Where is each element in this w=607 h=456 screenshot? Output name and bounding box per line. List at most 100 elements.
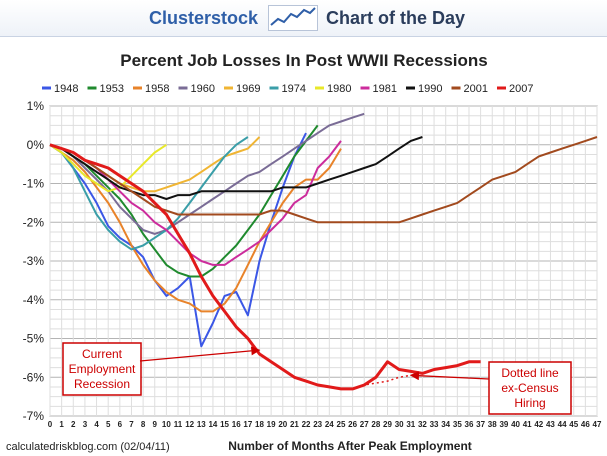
callout-arrow-dotted bbox=[409, 371, 490, 381]
legend-entry: 2001 bbox=[464, 83, 488, 95]
x-tick-label: 25 bbox=[337, 420, 346, 429]
x-tick-label: 24 bbox=[325, 420, 334, 429]
x-tick-label: 29 bbox=[383, 420, 392, 429]
y-tick-label: 1% bbox=[27, 99, 45, 113]
line-chart: Percent Job Losses In Post WWII Recessio… bbox=[6, 51, 602, 453]
callout-text: Hiring bbox=[514, 396, 545, 410]
callout-text: ex-Census bbox=[501, 381, 558, 395]
series-line-1953 bbox=[49, 124, 319, 278]
x-tick-label: 28 bbox=[371, 420, 380, 429]
x-tick-label: 41 bbox=[523, 420, 532, 429]
chart-title: Percent Job Losses In Post WWII Recessio… bbox=[120, 51, 488, 70]
callout-box-dotted bbox=[488, 361, 572, 415]
y-tick-label: -4% bbox=[23, 293, 45, 307]
series-line-1990 bbox=[49, 136, 423, 200]
legend-entry: 1953 bbox=[100, 83, 124, 95]
tagline: Chart of the Day bbox=[326, 8, 466, 28]
banner: Clusterstock Chart of the Day bbox=[0, 0, 607, 37]
x-tick-label: 6 bbox=[118, 420, 123, 429]
source-credit: calculatedriskblog.com (02/04/11) bbox=[6, 441, 170, 453]
x-tick-label: 1 bbox=[59, 420, 64, 429]
x-tick-label: 16 bbox=[232, 420, 241, 429]
x-tick-label: 35 bbox=[453, 420, 462, 429]
x-tick-label: 20 bbox=[278, 420, 287, 429]
legend-entry: 1990 bbox=[418, 83, 442, 95]
x-tick-label: 45 bbox=[569, 420, 578, 429]
y-tick-label: -6% bbox=[23, 370, 45, 384]
series-line-1974 bbox=[49, 136, 249, 251]
x-tick-label: 42 bbox=[534, 420, 543, 429]
x-tick-label: 19 bbox=[267, 420, 276, 429]
callout-box-current bbox=[62, 342, 142, 396]
y-tick-label: -1% bbox=[23, 177, 45, 191]
x-tick-label: 33 bbox=[430, 420, 439, 429]
x-tick-label: 0 bbox=[48, 420, 53, 429]
x-tick-label: 7 bbox=[129, 420, 134, 429]
legend: 1948 1953 1958 1960 1969 1974 1980 1981 1990 2001… bbox=[42, 83, 533, 95]
x-tick-label: 39 bbox=[499, 420, 508, 429]
x-tick-label: 32 bbox=[418, 420, 427, 429]
legend-entry: 1969 bbox=[236, 83, 260, 95]
callout-text: Dotted line bbox=[501, 366, 559, 380]
x-tick-label: 38 bbox=[488, 420, 497, 429]
legend-entry: 1974 bbox=[282, 83, 306, 95]
x-tick-label: 18 bbox=[255, 420, 264, 429]
legend-entry: 1958 bbox=[145, 83, 169, 95]
x-tick-label: 23 bbox=[313, 420, 322, 429]
x-tick-label: 47 bbox=[593, 420, 602, 429]
x-tick-label: 30 bbox=[395, 420, 404, 429]
grid bbox=[49, 105, 598, 417]
x-tick-label: 43 bbox=[546, 420, 555, 429]
x-tick-label: 21 bbox=[290, 420, 299, 429]
x-tick-label: 40 bbox=[511, 420, 520, 429]
series-line-2007-ex-census bbox=[352, 372, 423, 390]
x-tick-label: 31 bbox=[406, 420, 415, 429]
x-tick-label: 5 bbox=[106, 420, 111, 429]
series-lines bbox=[49, 112, 598, 391]
series-line-2007 bbox=[49, 143, 481, 391]
series-line-1960 bbox=[49, 112, 365, 235]
x-tick-label: 46 bbox=[581, 420, 590, 429]
callout-text: Current bbox=[82, 347, 123, 361]
x-tick-label: 13 bbox=[197, 420, 206, 429]
legend-entry: 1960 bbox=[191, 83, 215, 95]
x-tick-label: 15 bbox=[220, 420, 229, 429]
y-tick-label: -5% bbox=[23, 332, 45, 346]
x-tick-label: 8 bbox=[141, 420, 146, 429]
x-tick-label: 12 bbox=[185, 420, 194, 429]
legend-entry: 1948 bbox=[54, 83, 78, 95]
callout-arrow-current bbox=[139, 346, 261, 362]
x-tick-label: 17 bbox=[243, 420, 252, 429]
x-tick-label: 10 bbox=[162, 420, 171, 429]
brand-name: Clusterstock bbox=[149, 8, 259, 28]
callout-text: Recession bbox=[74, 377, 130, 391]
x-tick-label: 2 bbox=[71, 420, 76, 429]
x-tick-label: 9 bbox=[153, 420, 158, 429]
x-tick-label: 11 bbox=[174, 420, 183, 429]
y-tick-label: -7% bbox=[23, 409, 45, 423]
legend-entry: 1981 bbox=[373, 83, 397, 95]
x-tick-label: 26 bbox=[348, 420, 357, 429]
x-tick-label: 4 bbox=[94, 420, 99, 429]
rising-chart-icon bbox=[268, 5, 318, 31]
y-tick-label: 0% bbox=[27, 138, 45, 152]
y-tick-label: -3% bbox=[23, 254, 45, 268]
y-tick-labels: 1% 0% -1% -2% -3% -4% -5% -6% -7% bbox=[23, 99, 45, 423]
x-axis-label: Number of Months After Peak Employment bbox=[228, 439, 472, 453]
x-tick-labels: 0 1 2 3 4 5 6 7 8 9 10 11 12 13 14 15 16 17 18 19 20 21 22 23 24… bbox=[48, 420, 602, 429]
x-tick-label: 3 bbox=[83, 420, 88, 429]
legend-entry: 2007 bbox=[509, 83, 533, 95]
series-line-1980 bbox=[49, 143, 167, 193]
x-tick-label: 36 bbox=[465, 420, 474, 429]
series-line-1958 bbox=[49, 143, 342, 313]
x-tick-label: 44 bbox=[558, 420, 567, 429]
series-line-2001 bbox=[49, 136, 598, 224]
x-tick-label: 14 bbox=[208, 420, 217, 429]
legend-entry: 1980 bbox=[327, 83, 351, 95]
series-line-1948 bbox=[49, 132, 307, 348]
x-tick-label: 37 bbox=[476, 420, 485, 429]
x-tick-label: 27 bbox=[360, 420, 369, 429]
callout-text: Employment bbox=[69, 362, 136, 376]
x-tick-label: 22 bbox=[302, 420, 311, 429]
